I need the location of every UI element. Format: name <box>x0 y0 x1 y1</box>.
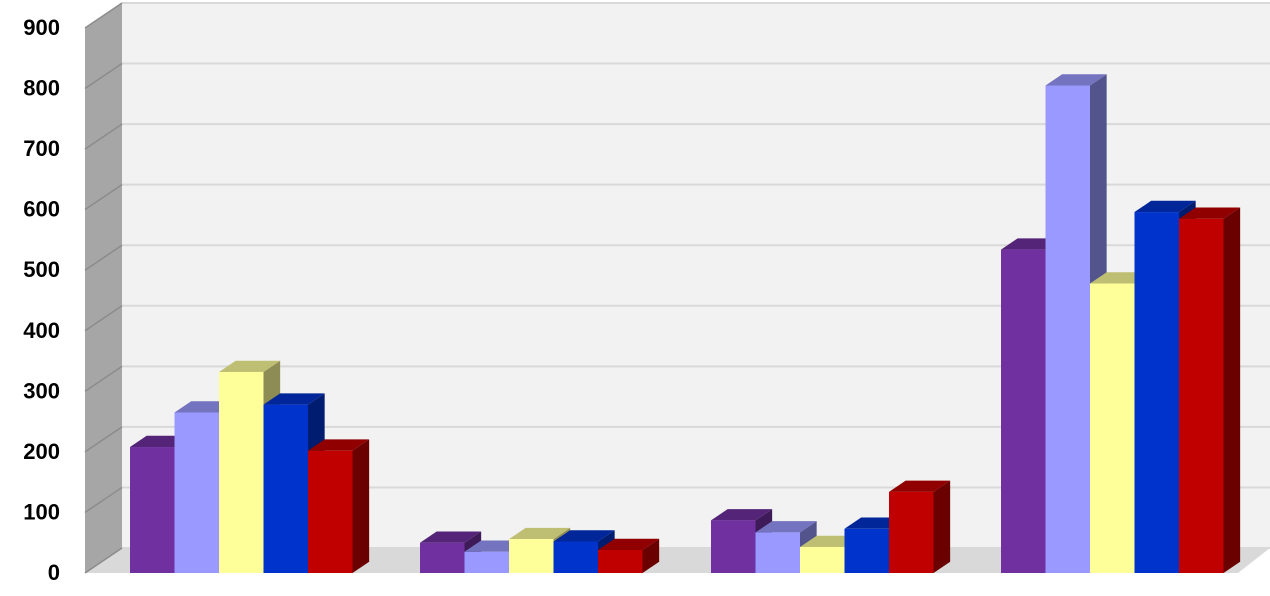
bar-front <box>308 450 353 573</box>
bar-top <box>1134 200 1196 213</box>
bar-top <box>509 527 571 540</box>
y-tick-label: 800 <box>23 76 60 101</box>
bar-top <box>711 509 773 521</box>
bar-front <box>174 412 219 573</box>
gridline-side <box>84 547 123 574</box>
bar-top <box>308 439 370 451</box>
bar-top <box>219 360 281 372</box>
bar-top <box>263 393 325 405</box>
gridline-side <box>84 244 123 271</box>
y-tick-label: 300 <box>23 378 60 403</box>
bar-front <box>1179 218 1224 573</box>
bar-front <box>219 371 264 573</box>
y-tick-label: 100 <box>23 499 60 524</box>
y-tick-label: 200 <box>23 439 60 464</box>
gridline-side <box>84 2 123 29</box>
bar-front <box>1134 212 1179 574</box>
bar-front <box>420 542 465 573</box>
bar-front <box>1045 85 1090 573</box>
bar-front <box>1090 283 1135 573</box>
gridline-side <box>84 426 123 453</box>
chart-walls <box>85 2 1270 573</box>
y-tick-label: 500 <box>23 257 60 282</box>
bars <box>130 74 1241 574</box>
bar <box>598 538 660 573</box>
bar <box>1179 207 1241 573</box>
bar-top <box>420 531 482 543</box>
gridline-side <box>84 305 123 332</box>
gridline-side <box>84 365 123 392</box>
bar-side <box>1223 207 1241 573</box>
bar-top <box>1045 74 1107 86</box>
y-tick-label: 400 <box>23 318 60 343</box>
bar-top <box>598 538 660 550</box>
bar-front <box>844 528 889 573</box>
y-tick-label: 600 <box>23 197 60 222</box>
bar <box>889 480 951 573</box>
floor <box>85 548 1270 573</box>
bar-front <box>598 549 643 573</box>
bar-front <box>800 546 845 573</box>
bar-front <box>553 541 598 573</box>
bar-front <box>755 532 800 573</box>
side-wall <box>85 2 122 573</box>
bar-side <box>933 480 951 573</box>
bar-top <box>755 521 817 533</box>
bar-front <box>509 539 554 573</box>
gridline-side <box>84 62 123 90</box>
bar-front <box>1001 249 1046 573</box>
bar-top <box>889 480 951 492</box>
bar-side <box>642 538 660 573</box>
y-tick-label: 700 <box>23 136 60 161</box>
bar-side <box>352 439 370 573</box>
gridline-side <box>84 486 123 514</box>
bar-front <box>711 520 756 573</box>
bar-top <box>1179 207 1241 219</box>
gridline-side <box>84 184 123 211</box>
y-axis-ticks: 0 100 200 300 400 500 600 700 800 900 <box>23 15 60 585</box>
bar-front <box>263 404 308 573</box>
y-tick-label: 900 <box>23 15 60 40</box>
back-wall <box>122 2 1270 548</box>
bar-front <box>130 447 175 573</box>
bar-front <box>464 551 509 573</box>
bar-top <box>553 530 615 542</box>
bar <box>308 439 370 573</box>
y-tick-label: 0 <box>48 560 60 585</box>
gridline-side <box>84 123 123 150</box>
bar-front <box>889 491 934 573</box>
